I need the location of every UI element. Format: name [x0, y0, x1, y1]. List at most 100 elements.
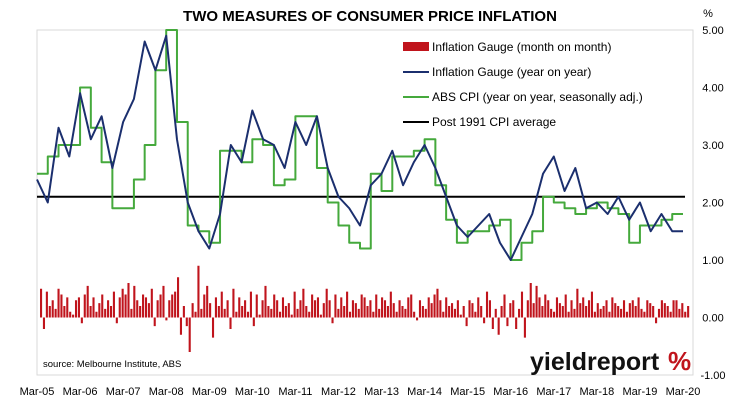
mom-bar: [579, 303, 582, 318]
mom-bar: [197, 265, 200, 318]
mom-bar: [287, 303, 290, 318]
mom-bar: [171, 294, 174, 318]
mom-bar: [258, 314, 261, 318]
mom-bar: [631, 300, 634, 318]
mom-bar: [229, 317, 232, 329]
mom-bar: [185, 317, 188, 327]
mom-bar: [159, 294, 162, 318]
mom-bar: [646, 300, 649, 318]
mom-bar: [369, 300, 372, 318]
mom-bar: [605, 300, 608, 318]
mom-bar: [497, 317, 500, 335]
mom-bar: [223, 308, 226, 318]
mom-bar: [340, 297, 343, 318]
legend: Inflation Gauge (month on month) Inflatio…: [403, 40, 643, 129]
mom-bar: [541, 306, 544, 318]
mom-bar: [401, 306, 404, 318]
mom-bar: [261, 300, 264, 318]
mom-bar: [139, 306, 142, 318]
x-tick-label: Mar-19: [623, 386, 658, 398]
mom-bar: [246, 311, 250, 318]
inflation-gauge-yoy-line: [36, 34, 683, 261]
mom-bar: [63, 306, 66, 318]
mom-bar: [678, 308, 681, 318]
mom-bar: [608, 311, 611, 318]
mom-bar: [328, 300, 331, 318]
mom-bar: [503, 294, 506, 318]
mom-bar: [109, 306, 113, 318]
mom-bar: [267, 306, 270, 318]
mom-bar: [532, 303, 535, 318]
mom-bar: [523, 317, 526, 338]
mom-bar: [456, 300, 459, 318]
mom-bar: [652, 306, 655, 318]
mom-bar: [439, 300, 442, 318]
mom-bar: [687, 306, 690, 318]
mom-bar: [625, 311, 628, 318]
mom-bar: [655, 317, 658, 324]
mom-bar: [617, 306, 620, 318]
mom-bar: [666, 306, 669, 318]
mom-bar: [471, 303, 474, 318]
mom-bar: [421, 306, 424, 318]
chart-title: TWO MEASURES OF CONSUMER PRICE INFLATION: [183, 8, 557, 25]
mom-bar: [238, 297, 241, 318]
mom-bar: [672, 300, 675, 318]
mom-bar: [112, 291, 115, 318]
mom-bar: [313, 300, 317, 318]
mom-bar: [351, 300, 354, 318]
mom-bar: [611, 297, 614, 318]
mom-bar: [643, 311, 646, 318]
mom-bar: [660, 300, 663, 318]
mom-bar: [488, 300, 491, 318]
mom-bar: [191, 303, 194, 318]
mom-bar: [526, 300, 529, 318]
mom-bar: [211, 317, 215, 338]
mom-bar: [121, 288, 124, 318]
mom-bar: [337, 308, 340, 318]
mom-bar: [319, 314, 322, 318]
x-tick-label: Mar-16: [493, 386, 528, 398]
mom-bar: [637, 297, 640, 318]
mom-bar: [346, 291, 349, 318]
mom-bar: [40, 288, 43, 318]
mom-bar: [45, 291, 48, 318]
mom-bar: [276, 300, 279, 318]
mom-bar: [500, 306, 503, 318]
abs-cpi-line: [37, 29, 683, 261]
mom-bar: [363, 297, 366, 318]
mom-bar: [325, 288, 328, 318]
x-axis: Mar-05 Mar-06 Mar-07 Mar-08 Mar-09 Mar-10 Mar-…: [20, 386, 701, 398]
mom-bar: [104, 308, 107, 318]
x-tick-label: Mar-13: [364, 386, 399, 398]
x-tick-label: Mar-08: [149, 386, 184, 398]
mom-bar: [200, 308, 203, 318]
mom-bar: [296, 308, 299, 318]
y-tick-label: 0.00: [702, 313, 723, 325]
mom-bar: [127, 283, 130, 318]
mom-bar: [177, 277, 180, 318]
mom-bar: [331, 317, 334, 324]
mom-bar: [343, 306, 346, 318]
x-tick-label: Mar-14: [407, 386, 442, 398]
x-tick-label: Mar-09: [192, 386, 227, 398]
mom-bars: [40, 265, 690, 352]
mom-bar: [77, 297, 80, 318]
mom-bar: [80, 317, 83, 324]
mom-bar: [72, 314, 75, 318]
mom-bar: [576, 288, 579, 318]
mom-bar: [427, 297, 430, 318]
mom-bar: [232, 288, 235, 318]
legend-swatch-bar: [403, 42, 429, 51]
mom-bar: [241, 306, 244, 318]
x-tick-label: Mar-10: [235, 386, 270, 398]
mom-bar: [529, 283, 532, 318]
mom-bar: [366, 306, 369, 318]
plot-frame: [36, 29, 694, 376]
mom-bar: [555, 297, 559, 318]
mom-bar: [599, 308, 602, 318]
mom-bar: [404, 308, 407, 318]
y-tick-label: 4.00: [702, 83, 723, 95]
mom-bar: [270, 308, 273, 318]
mom-bar: [418, 300, 422, 318]
